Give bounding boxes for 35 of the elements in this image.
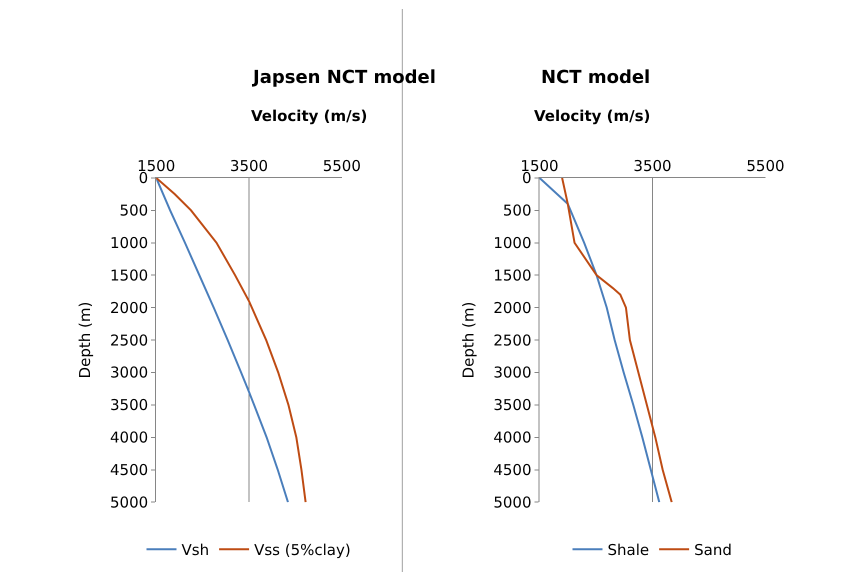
y-tick-label: 1000 xyxy=(110,234,148,252)
x-axis-title: Velocity (m/s) xyxy=(251,107,368,125)
y-axis-title: Depth (m) xyxy=(460,302,478,378)
y-tick-label: 1500 xyxy=(110,266,148,284)
legend-label: Vsh xyxy=(181,541,210,560)
y-tick-label: 4000 xyxy=(493,428,532,447)
y-tick-label: 2500 xyxy=(493,331,532,350)
y-tick-label: 4500 xyxy=(110,461,148,480)
y-tick-label: 2000 xyxy=(493,298,532,317)
line-series xyxy=(561,178,673,502)
y-tick-label: 3000 xyxy=(493,364,532,382)
x-axis-title: Velocity (m/s) xyxy=(534,107,650,125)
y-tick-label: 500 xyxy=(502,202,532,220)
x-tick-label: 5500 xyxy=(322,156,361,175)
chart-title: Japsen NCT model xyxy=(251,67,436,88)
x-tick-label: 5500 xyxy=(746,156,785,175)
y-tick-label: 3500 xyxy=(493,396,532,414)
y-tick-label: 2000 xyxy=(110,298,148,317)
y-tick-label: 5000 xyxy=(110,493,148,512)
chart-title: NCT model xyxy=(541,67,650,88)
y-tick-label: 1500 xyxy=(493,266,532,284)
x-tick-label: 3500 xyxy=(230,156,268,175)
legend-label: Sand xyxy=(694,541,732,560)
legend-label: Shale xyxy=(607,541,650,560)
y-tick-label: 3000 xyxy=(110,364,148,382)
y-tick-label: 2500 xyxy=(110,331,148,350)
x-tick-label: 3500 xyxy=(633,156,672,175)
y-tick-label: 500 xyxy=(120,202,148,220)
y-tick-label: 4000 xyxy=(110,428,148,447)
y-tick-label: 5000 xyxy=(493,493,532,512)
legend-label: Vss (5%clay) xyxy=(254,541,351,560)
y-tick-label: 1000 xyxy=(493,234,532,252)
y-tick-label: 3500 xyxy=(110,396,148,414)
y-axis-title: Depth (m) xyxy=(76,302,94,378)
y-tick-label: 4500 xyxy=(493,461,532,480)
